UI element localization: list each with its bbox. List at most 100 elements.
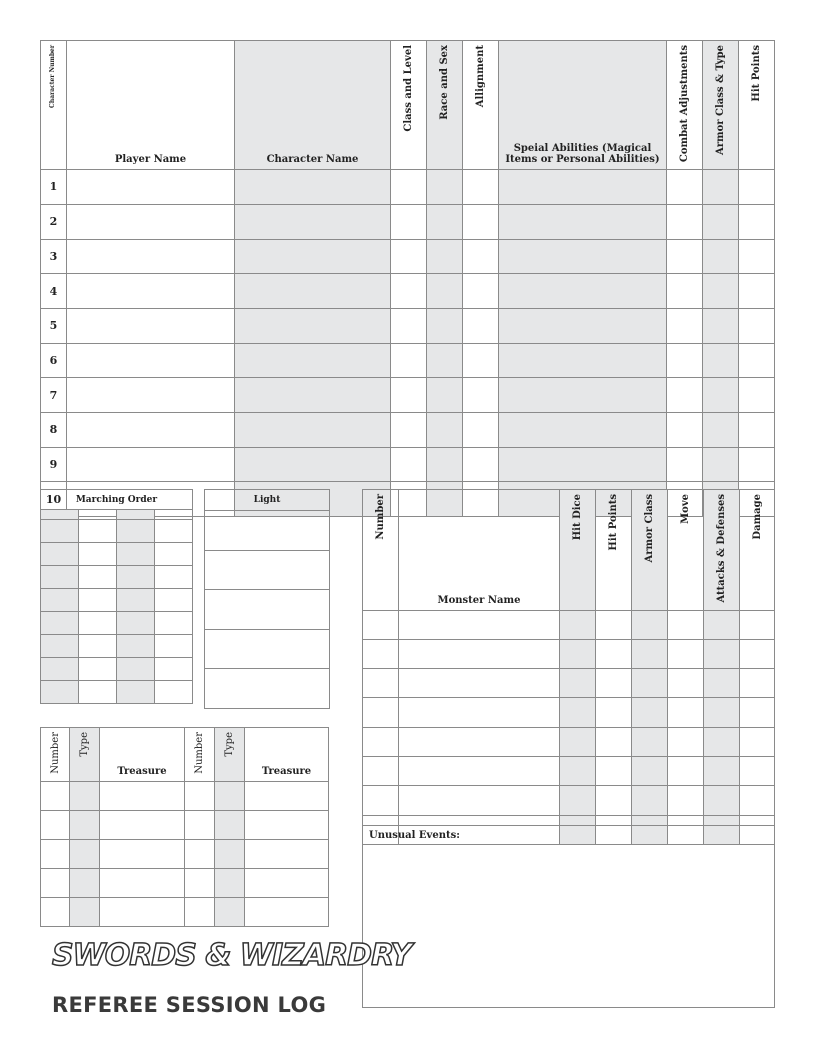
table-cell[interactable]	[154, 634, 193, 658]
table-cell[interactable]	[154, 588, 193, 612]
table-cell[interactable]	[184, 838, 215, 869]
table-cell[interactable]	[559, 785, 596, 816]
table-cell[interactable]	[498, 273, 667, 309]
table-cell[interactable]	[40, 657, 79, 681]
table-cell[interactable]	[666, 238, 703, 275]
table-cell[interactable]	[702, 203, 739, 240]
table-cell[interactable]	[595, 726, 632, 758]
table-cell[interactable]	[40, 519, 79, 543]
table-cell[interactable]	[738, 446, 775, 483]
table-cell[interactable]	[78, 634, 117, 658]
table-cell[interactable]	[390, 377, 427, 413]
table-cell[interactable]	[362, 726, 399, 758]
table-cell[interactable]	[214, 896, 245, 927]
table-cell[interactable]	[738, 238, 775, 275]
table-cell[interactable]	[559, 814, 596, 845]
table-cell[interactable]	[78, 611, 117, 635]
table-cell[interactable]	[462, 273, 499, 309]
table-cell[interactable]	[78, 542, 117, 566]
table-cell[interactable]	[40, 542, 79, 566]
table-cell[interactable]	[462, 203, 499, 240]
table-cell[interactable]	[462, 446, 499, 483]
table-cell[interactable]	[631, 697, 668, 728]
table-cell[interactable]	[667, 638, 704, 670]
table-cell[interactable]	[398, 609, 560, 640]
table-cell[interactable]	[702, 169, 739, 205]
table-cell[interactable]	[184, 896, 215, 927]
table-cell[interactable]	[390, 238, 427, 275]
table-cell[interactable]	[498, 411, 667, 448]
table-cell[interactable]	[498, 307, 667, 344]
table-cell[interactable]	[40, 680, 79, 704]
table-cell[interactable]	[184, 809, 215, 840]
table-cell[interactable]	[154, 565, 193, 589]
table-cell[interactable]	[738, 169, 775, 205]
table-cell[interactable]	[116, 680, 155, 704]
table-cell[interactable]	[184, 867, 215, 898]
table-cell[interactable]	[234, 273, 391, 309]
table-cell[interactable]	[214, 867, 245, 898]
table-cell[interactable]	[154, 519, 193, 543]
table-cell[interactable]	[739, 814, 775, 845]
table-cell[interactable]	[631, 668, 668, 699]
table-cell[interactable]	[390, 411, 427, 448]
table-cell[interactable]	[702, 446, 739, 483]
table-cell[interactable]	[234, 238, 391, 275]
table-cell[interactable]	[99, 809, 185, 840]
table-cell[interactable]	[116, 542, 155, 566]
table-cell[interactable]	[739, 697, 775, 728]
table-cell[interactable]	[738, 203, 775, 240]
table-cell[interactable]	[666, 411, 703, 448]
table-cell[interactable]	[99, 780, 185, 811]
table-cell[interactable]	[362, 697, 399, 728]
table-cell[interactable]	[69, 896, 100, 927]
table-cell[interactable]	[462, 169, 499, 205]
table-cell[interactable]	[40, 634, 79, 658]
table-cell[interactable]	[703, 638, 740, 670]
table-cell[interactable]	[739, 668, 775, 699]
table-cell[interactable]	[40, 509, 79, 520]
table-cell[interactable]	[666, 203, 703, 240]
table-cell[interactable]	[40, 809, 70, 840]
table-cell[interactable]	[184, 780, 215, 811]
table-cell[interactable]	[631, 726, 668, 758]
table-cell[interactable]	[738, 342, 775, 379]
table-cell[interactable]	[426, 273, 463, 309]
table-cell[interactable]	[78, 588, 117, 612]
table-cell[interactable]	[234, 377, 391, 413]
table-cell[interactable]	[631, 609, 668, 640]
table-cell[interactable]	[595, 638, 632, 670]
table-cell[interactable]	[398, 726, 560, 758]
table-cell[interactable]	[116, 634, 155, 658]
table-cell[interactable]	[78, 657, 117, 681]
table-cell[interactable]	[214, 838, 245, 869]
table-cell[interactable]	[426, 307, 463, 344]
table-cell[interactable]	[498, 203, 667, 240]
table-cell[interactable]	[116, 565, 155, 589]
table-cell[interactable]	[702, 307, 739, 344]
table-cell[interactable]	[667, 609, 704, 640]
table-cell[interactable]	[703, 814, 740, 845]
table-cell[interactable]	[739, 638, 775, 670]
table-cell[interactable]	[703, 609, 740, 640]
table-cell[interactable]	[667, 814, 704, 845]
table-cell[interactable]	[362, 814, 399, 845]
table-cell[interactable]	[234, 307, 391, 344]
table-cell[interactable]	[631, 785, 668, 816]
table-cell[interactable]	[154, 542, 193, 566]
table-cell[interactable]	[66, 411, 235, 448]
table-cell[interactable]	[426, 377, 463, 413]
table-cell[interactable]	[666, 273, 703, 309]
table-cell[interactable]	[462, 342, 499, 379]
table-cell[interactable]	[66, 377, 235, 413]
table-cell[interactable]	[69, 809, 100, 840]
table-cell[interactable]	[702, 238, 739, 275]
table-cell[interactable]	[40, 611, 79, 635]
table-cell[interactable]	[40, 588, 79, 612]
table-cell[interactable]	[40, 867, 70, 898]
table-cell[interactable]	[78, 565, 117, 589]
table-cell[interactable]	[362, 785, 399, 816]
table-cell[interactable]	[498, 342, 667, 379]
table-cell[interactable]	[116, 509, 155, 520]
table-cell[interactable]	[214, 809, 245, 840]
